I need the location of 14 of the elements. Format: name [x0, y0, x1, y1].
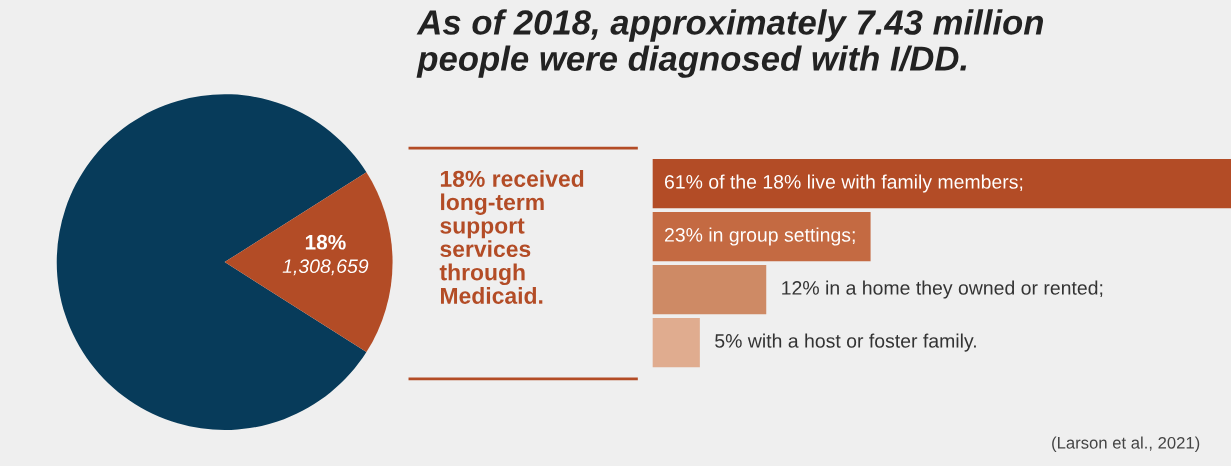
data-label: 12% in a home they owned or rented; — [782, 280, 1103, 299]
pie-slice — [56, 94, 367, 431]
data-label: 18% 1,308,659 — [282, 234, 369, 276]
pie-slice — [224, 172, 393, 353]
bar — [652, 264, 767, 315]
data-label: 5% with a host or foster family. — [715, 333, 976, 352]
bar — [652, 317, 700, 368]
text: 18% received long-term support services through Medicaid. — [439, 170, 584, 304]
bar — [652, 158, 1231, 209]
bar — [652, 211, 871, 262]
text: (Larson et al., 2021) — [1052, 436, 1200, 453]
data-label: 61% of the 18% live with family members; — [664, 174, 1023, 193]
chart-title: As of 2018, approximately 7.43 million people were diagnosed with I/DD. — [416, 9, 1044, 78]
data-label: 23% in group settings; — [664, 227, 855, 246]
